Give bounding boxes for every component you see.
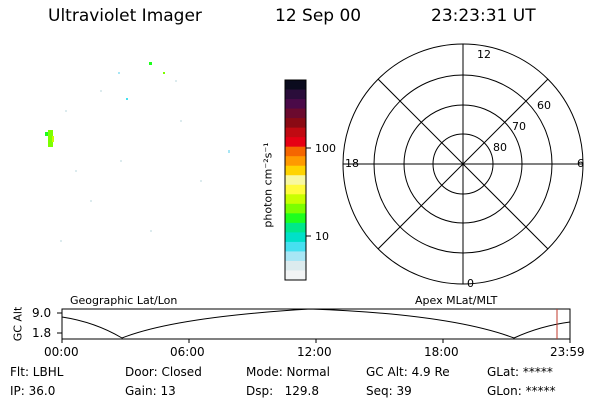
colorbar bbox=[285, 80, 306, 281]
instrument-title: Ultraviolet Imager bbox=[48, 6, 202, 26]
colorbar-band bbox=[285, 270, 306, 281]
colorbar-band bbox=[285, 118, 306, 129]
colorbar-band bbox=[285, 260, 306, 271]
orbit-ytick-label-1-8: 1.8 bbox=[32, 326, 52, 340]
orbit-xtick-label-12: 12:00 bbox=[297, 345, 332, 359]
colorbar-band bbox=[285, 127, 306, 138]
colorbar-band bbox=[285, 175, 306, 186]
colorbar-band bbox=[285, 194, 306, 205]
status-mode: Mode: Normal bbox=[246, 365, 330, 379]
orbit-xtick-label-18: 18:00 bbox=[424, 345, 459, 359]
colorbar-unit-label: photon cm⁻²s⁻¹ bbox=[261, 142, 275, 228]
colorbar-label-10: 10 bbox=[315, 230, 329, 243]
colorbar-band bbox=[285, 156, 306, 167]
lat-label-80: 80 bbox=[493, 141, 507, 154]
colorbar-label-100: 100 bbox=[315, 142, 336, 155]
orbit-frame bbox=[61, 308, 571, 340]
colorbar-band bbox=[285, 184, 306, 195]
colorbar-band bbox=[285, 203, 306, 214]
colorbar-band bbox=[285, 146, 306, 157]
altitude-curve bbox=[61, 308, 571, 339]
date-label: 12 Sep 00 bbox=[275, 6, 362, 26]
uv-image bbox=[45, 62, 230, 242]
mlt-label-0: 0 bbox=[467, 277, 474, 290]
lat-label-70: 70 bbox=[512, 120, 526, 133]
colorbar-frame bbox=[284, 79, 307, 281]
mlt-label-12: 12 bbox=[477, 48, 491, 61]
status-gc-alt: GC Alt: 4.9 Re bbox=[366, 365, 450, 379]
status-glon: GLon: ***** bbox=[487, 384, 556, 398]
colorbar-band bbox=[285, 99, 306, 110]
apex-label: Apex MLat/MLT bbox=[415, 294, 498, 307]
colorbar-band bbox=[285, 165, 306, 176]
status-gain: Gain: 13 bbox=[125, 384, 176, 398]
colorbar-band bbox=[285, 222, 306, 233]
status-seq: Seq: 39 bbox=[366, 384, 412, 398]
colorbar-band bbox=[285, 213, 306, 224]
mlt-label-6: 6 bbox=[577, 157, 584, 170]
polar-plot bbox=[342, 43, 584, 285]
colorbar-band bbox=[285, 137, 306, 148]
status-glat: GLat: ***** bbox=[487, 365, 553, 379]
colorbar-band bbox=[285, 232, 306, 243]
colorbar-band bbox=[285, 241, 306, 252]
orbit-xtick-label-6: 06:00 bbox=[170, 345, 205, 359]
time-label: 23:23:31 UT bbox=[431, 6, 536, 26]
status-filter: Flt: LBHL bbox=[10, 365, 64, 379]
colorbar-band bbox=[285, 80, 306, 91]
polar-diag-2 bbox=[377, 78, 549, 250]
orbit-xtick-label-0: 00:00 bbox=[44, 345, 79, 359]
colorbar-band bbox=[285, 108, 306, 119]
orbit-ytick-label-9: 9.0 bbox=[32, 306, 52, 320]
colorbar-band bbox=[285, 89, 306, 100]
orbit-panel bbox=[57, 308, 571, 343]
orbit-xtick-label-24: 23:59 bbox=[550, 345, 585, 359]
lat-label-60: 60 bbox=[537, 99, 551, 112]
gc-alt-axis-title: GC Alt bbox=[11, 306, 25, 342]
geographic-label: Geographic Lat/Lon bbox=[70, 294, 178, 307]
mlt-label-18: 18 bbox=[345, 157, 359, 170]
status-ip: IP: 36.0 bbox=[10, 384, 56, 398]
status-dsp: Dsp: 129.8 bbox=[246, 384, 319, 398]
colorbar-band bbox=[285, 251, 306, 262]
status-door: Door: Closed bbox=[125, 365, 202, 379]
